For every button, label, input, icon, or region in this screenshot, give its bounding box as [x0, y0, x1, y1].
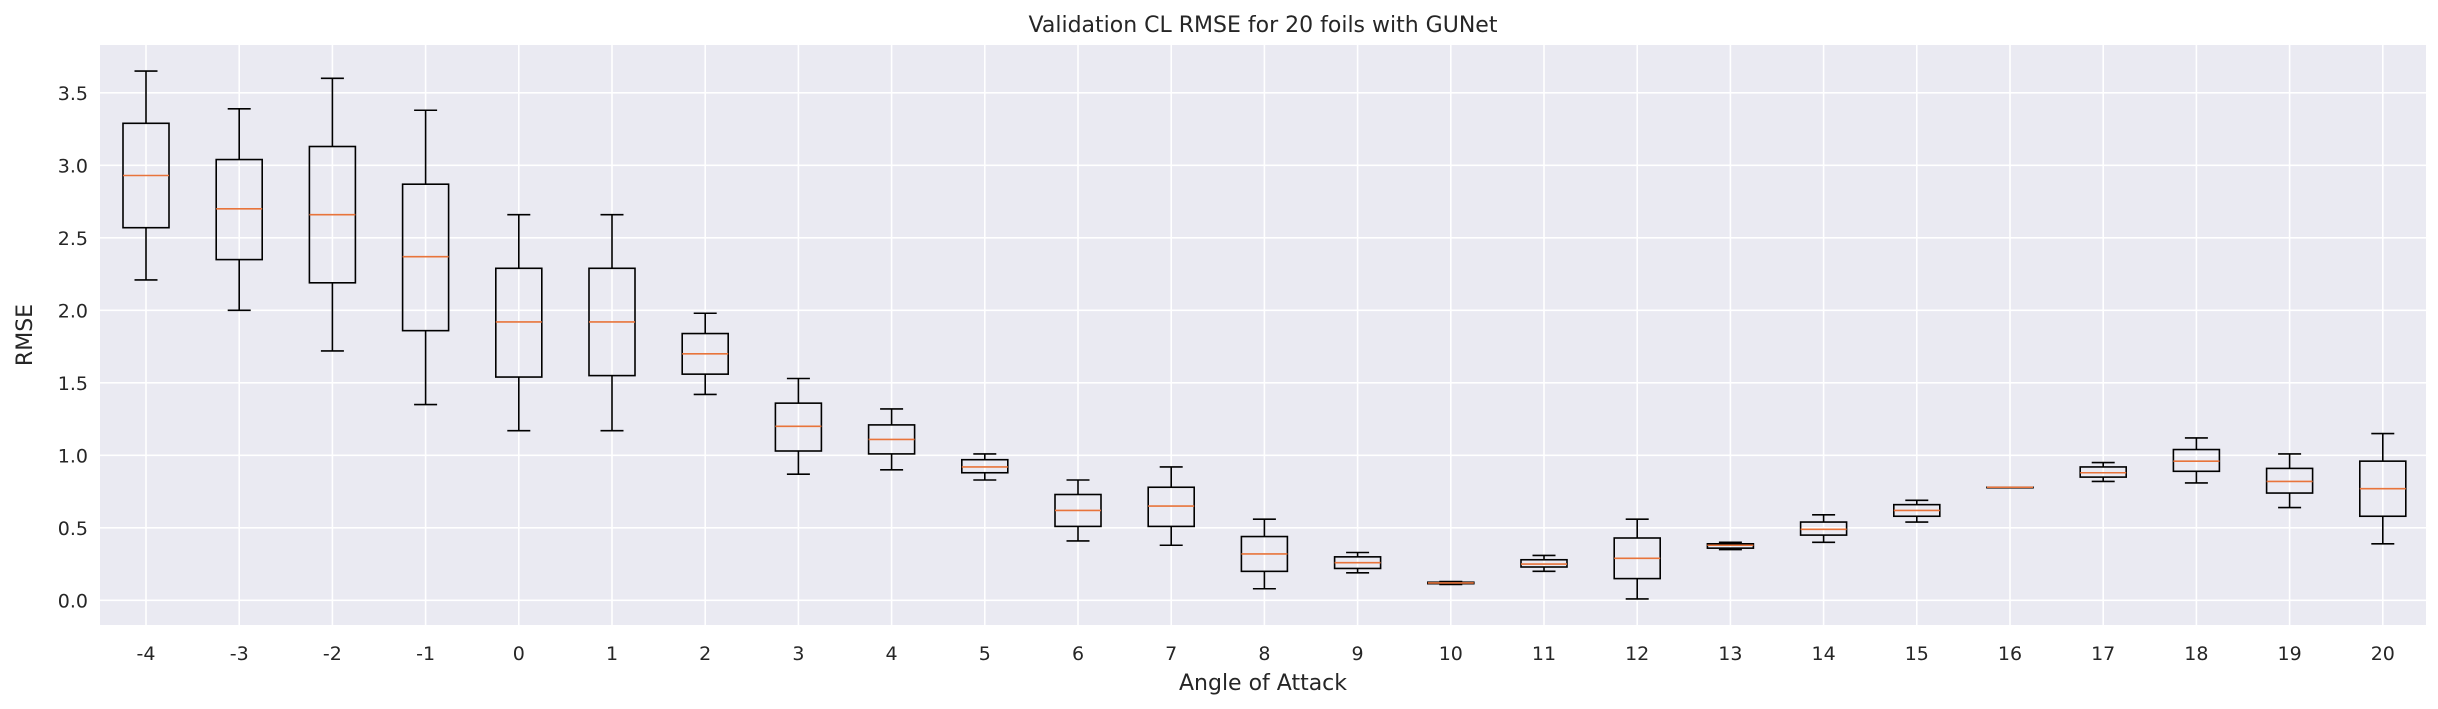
x-tick-label: 17: [2091, 643, 2115, 665]
x-tick-label: -1: [416, 643, 435, 665]
box-0: [494, 213, 543, 432]
x-tick-label: 1: [606, 643, 618, 665]
y-tick-label: 2.0: [58, 300, 88, 322]
y-tick-labels: 0.0 0.5 1.0 1.5 2.0 2.5 3.0 3.5: [58, 83, 88, 612]
box-16: [1986, 486, 2034, 489]
y-tick-label: 2.5: [58, 228, 88, 250]
box--3: [215, 108, 263, 312]
box-4: [867, 408, 916, 471]
y-axis-label: RMSE: [13, 304, 38, 366]
x-tick-label: 11: [1532, 643, 1556, 665]
box-11: [1520, 554, 1568, 573]
x-tick-label: -2: [323, 643, 342, 665]
box-13: [1706, 541, 1755, 551]
box-9: [1333, 551, 1382, 574]
box--4: [122, 70, 170, 281]
box--2: [308, 77, 357, 352]
x-tick-label: 0: [513, 643, 525, 665]
y-tick-label: 3.0: [58, 155, 88, 177]
x-tick-label: -3: [230, 643, 249, 665]
x-tick-label: 2: [699, 643, 711, 665]
y-tick-label: 0.5: [58, 518, 88, 540]
plot-area: [100, 45, 2426, 625]
x-tick-label: 19: [2278, 643, 2302, 665]
x-axis-label: Angle of Attack: [1179, 671, 1347, 696]
x-tick-label: 6: [1072, 643, 1084, 665]
box-7: [1147, 466, 1195, 547]
box-5: [960, 453, 1009, 481]
x-tick-label: 20: [2371, 643, 2395, 665]
box-14: [1799, 513, 1848, 544]
x-tick-label: -4: [137, 643, 156, 665]
x-tick-label: 3: [792, 643, 804, 665]
chart-title: Validation CL RMSE for 20 foils with GUN…: [1029, 13, 1498, 38]
y-tick-label: 1.5: [58, 373, 88, 395]
x-tick-label: 16: [1998, 643, 2022, 665]
y-tick-label: 1.0: [58, 445, 88, 467]
box-10: [1427, 580, 1475, 586]
x-tick-label: 12: [1625, 643, 1649, 665]
x-tick-labels: -4 -3 -2 -1 0 1 2 3 4 5 6 7 8 9 10 11 12 13 14 15 16 17 18 19 20: [137, 643, 2395, 665]
box-19: [2265, 453, 2314, 509]
x-tick-label: 15: [1905, 643, 1929, 665]
x-tick-label: 18: [2184, 643, 2208, 665]
x-tick-label: 8: [1258, 643, 1270, 665]
x-tick-label: 14: [1812, 643, 1836, 665]
box-6: [1054, 479, 1102, 542]
box-2: [681, 312, 730, 396]
box--1: [401, 109, 450, 406]
box-20: [2359, 432, 2407, 545]
boxes-layer: [122, 70, 2407, 600]
box-12: [1613, 518, 1661, 600]
x-tick-label: 10: [1439, 643, 1463, 665]
x-tick-label: 5: [979, 643, 991, 665]
x-tick-label: 7: [1165, 643, 1177, 665]
box-8: [1240, 518, 1289, 590]
box-18: [2172, 437, 2221, 484]
y-tick-label: 0.0: [58, 590, 88, 612]
x-tick-label: 9: [1352, 643, 1364, 665]
x-tick-label: 13: [1718, 643, 1742, 665]
box-1: [588, 213, 636, 432]
box-3: [774, 377, 823, 476]
box-15: [1893, 499, 1941, 523]
x-tick-label: 4: [886, 643, 898, 665]
y-tick-label: 3.5: [58, 83, 88, 105]
box-17: [2079, 461, 2127, 483]
